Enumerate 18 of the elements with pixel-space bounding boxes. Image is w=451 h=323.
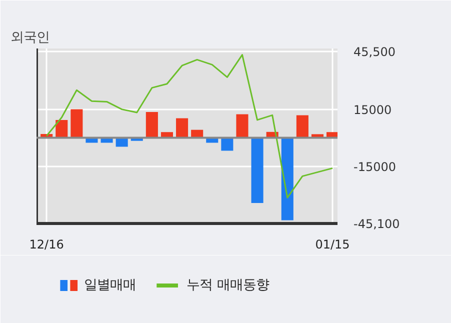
line-series xyxy=(46,54,334,198)
bar xyxy=(251,138,264,203)
bar xyxy=(281,138,294,220)
x-tick-label: 12/16 xyxy=(29,238,64,252)
bar xyxy=(70,109,83,138)
y-tick-label: -45,100 xyxy=(354,217,400,231)
legend-label: 누적 매매동향 xyxy=(186,278,269,293)
y-tick-label: 15000 xyxy=(354,102,392,117)
x-tick-label: 01/15 xyxy=(315,238,350,252)
bar xyxy=(176,118,188,138)
bar xyxy=(56,120,68,138)
bar xyxy=(236,114,248,138)
y-tick-label: -15000 xyxy=(354,160,396,174)
bar xyxy=(296,115,308,138)
y-tick-label: 45,500 xyxy=(354,44,396,59)
bar xyxy=(146,112,158,138)
chart-title: 외국인 xyxy=(10,30,50,46)
legend-label: 일별매매 xyxy=(84,278,136,293)
